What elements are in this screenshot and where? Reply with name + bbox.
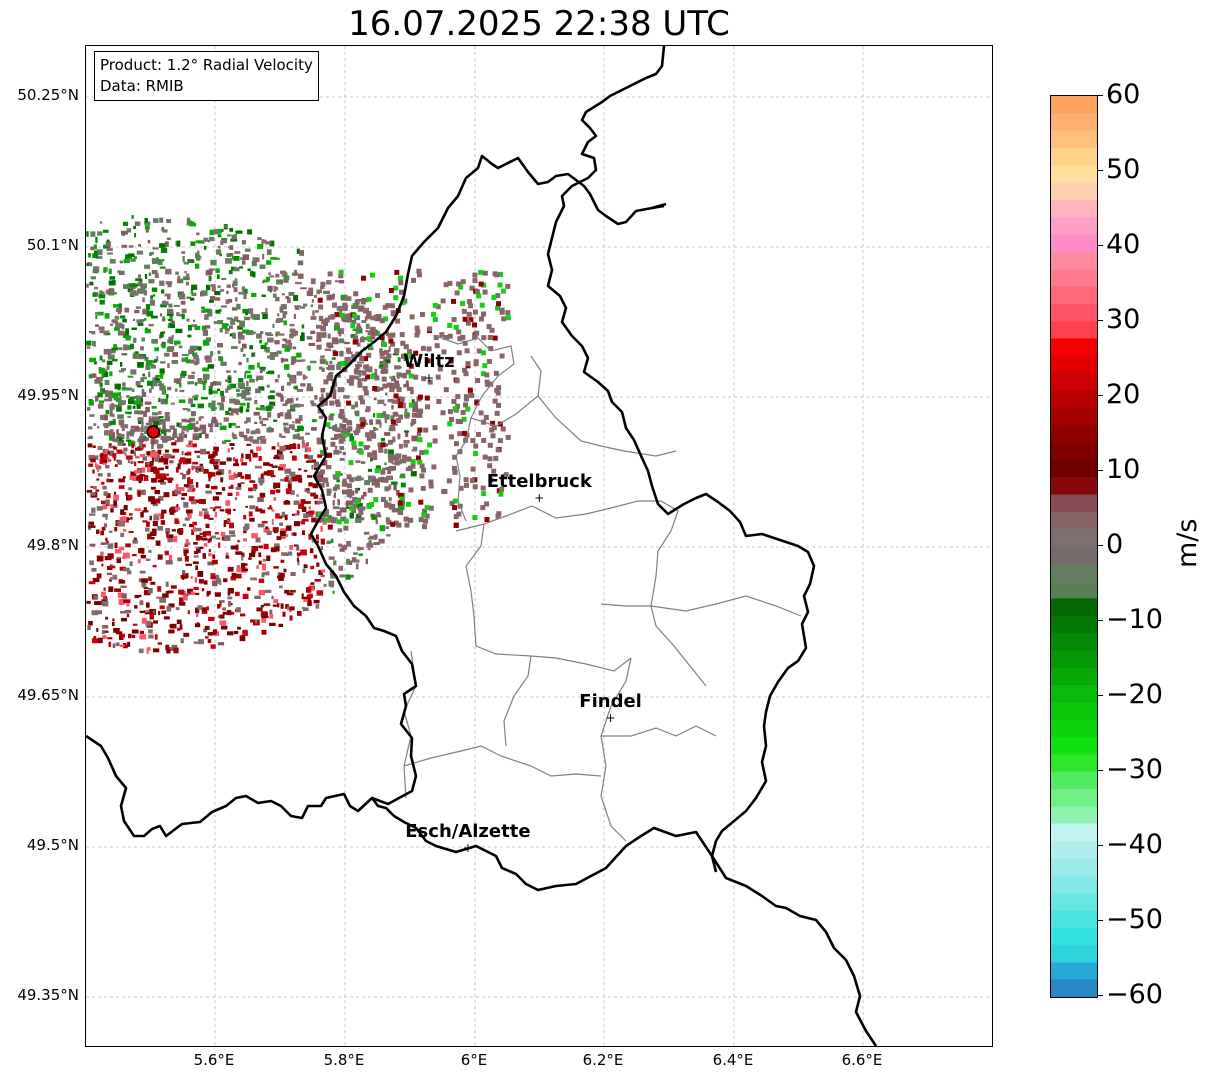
colorbar-tick-label: −60	[1106, 979, 1163, 1010]
velocity-colorbar	[1050, 95, 1098, 998]
colorbar-tick-label: −40	[1106, 829, 1163, 860]
gridlines	[86, 46, 992, 1046]
colorbar-tick-mark	[1097, 170, 1103, 171]
colorbar-tick-mark	[1097, 995, 1103, 996]
colorbar-tick-mark	[1097, 95, 1103, 96]
data-source-label: Data: RMIB	[100, 77, 184, 95]
colorbar-tick-mark	[1097, 470, 1103, 471]
country-borders	[86, 154, 667, 838]
radar-site-marker	[146, 425, 161, 439]
lon-tick-label: 6.6°E	[841, 1051, 883, 1069]
colorbar-tick-label: −10	[1106, 604, 1163, 635]
lon-tick-label: 6°E	[460, 1051, 488, 1069]
lon-tick-label: 6.4°E	[712, 1051, 754, 1069]
colorbar-tick-label: −30	[1106, 754, 1163, 785]
lat-tick-label: 50.1°N	[26, 236, 79, 254]
lat-tick-label: 49.95°N	[17, 386, 79, 404]
city-label: Esch/Alzette	[405, 821, 530, 842]
colorbar-tick-mark	[1097, 695, 1103, 696]
city-label: Findel	[579, 691, 642, 712]
radar-echoes	[86, 215, 511, 654]
colorbar-tick-mark	[1097, 395, 1103, 396]
product-info-box: Product: 1.2° Radial Velocity Data: RMIB	[94, 51, 319, 101]
colorbar-tick-mark	[1097, 620, 1103, 621]
map-svg: +Wiltz+Ettelbruck+Findel+Esch/Alzette	[86, 46, 992, 1046]
colorbar-tick-mark	[1097, 845, 1103, 846]
lat-tick-label: 49.35°N	[17, 986, 79, 1004]
map-panel[interactable]: + Wiltz + Ettelbruck + Findel + Esch/Alzette	[85, 45, 993, 1047]
city-label: Wiltz	[403, 351, 454, 372]
colorbar-tick-label: 60	[1106, 79, 1141, 110]
colorbar-tick-label: −50	[1106, 904, 1163, 935]
colorbar-unit-label: m/s	[1172, 518, 1203, 568]
colorbar-tick-label: 50	[1106, 154, 1141, 185]
city-marker: +	[424, 371, 434, 385]
canton-borders	[403, 335, 802, 842]
colorbar-tick-label: 10	[1106, 454, 1141, 485]
lat-tick-label: 49.8°N	[26, 536, 79, 554]
colorbar-tick-mark	[1097, 320, 1103, 321]
colorbar-tick-label: 30	[1106, 304, 1141, 335]
lon-tick-label: 5.8°E	[323, 1051, 365, 1069]
colorbar-tick-label: 40	[1106, 229, 1141, 260]
colorbar-tick-label: 0	[1106, 529, 1124, 560]
lat-tick-label: 50.25°N	[17, 86, 79, 104]
colorbar-tick-label: −20	[1106, 679, 1163, 710]
city-marker: +	[463, 841, 473, 855]
city-marker: +	[606, 711, 616, 725]
colorbar-tick-label: 20	[1106, 379, 1141, 410]
city-label: Ettelbruck	[487, 471, 593, 492]
colorbar-tick-mark	[1097, 770, 1103, 771]
colorbar-tick-mark	[1097, 245, 1103, 246]
colorbar-tick-mark	[1097, 920, 1103, 921]
chart-title: 16.07.2025 22:38 UTC	[348, 4, 730, 44]
city-marker: +	[534, 491, 544, 505]
product-label: Product: 1.2° Radial Velocity	[100, 56, 313, 74]
colorbar-tick-mark	[1097, 545, 1103, 546]
lat-tick-label: 49.65°N	[17, 686, 79, 704]
city-markers: +Wiltz+Ettelbruck+Findel+Esch/Alzette	[403, 351, 641, 855]
lat-tick-label: 49.5°N	[26, 836, 79, 854]
river-border	[370, 46, 878, 1046]
lon-tick-label: 6.2°E	[582, 1051, 624, 1069]
lon-tick-label: 5.6°E	[193, 1051, 235, 1069]
